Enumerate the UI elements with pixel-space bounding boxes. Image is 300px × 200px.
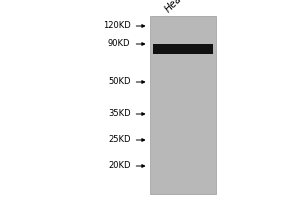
Text: 120KD: 120KD [103, 21, 130, 30]
Text: 90KD: 90KD [108, 40, 130, 48]
Text: 25KD: 25KD [108, 136, 130, 144]
Text: 50KD: 50KD [108, 77, 130, 86]
Text: 35KD: 35KD [108, 109, 130, 118]
Text: Heart: Heart [163, 0, 189, 14]
Text: 20KD: 20KD [108, 162, 130, 170]
Bar [153, 45, 213, 53]
Bar [150, 16, 216, 194]
